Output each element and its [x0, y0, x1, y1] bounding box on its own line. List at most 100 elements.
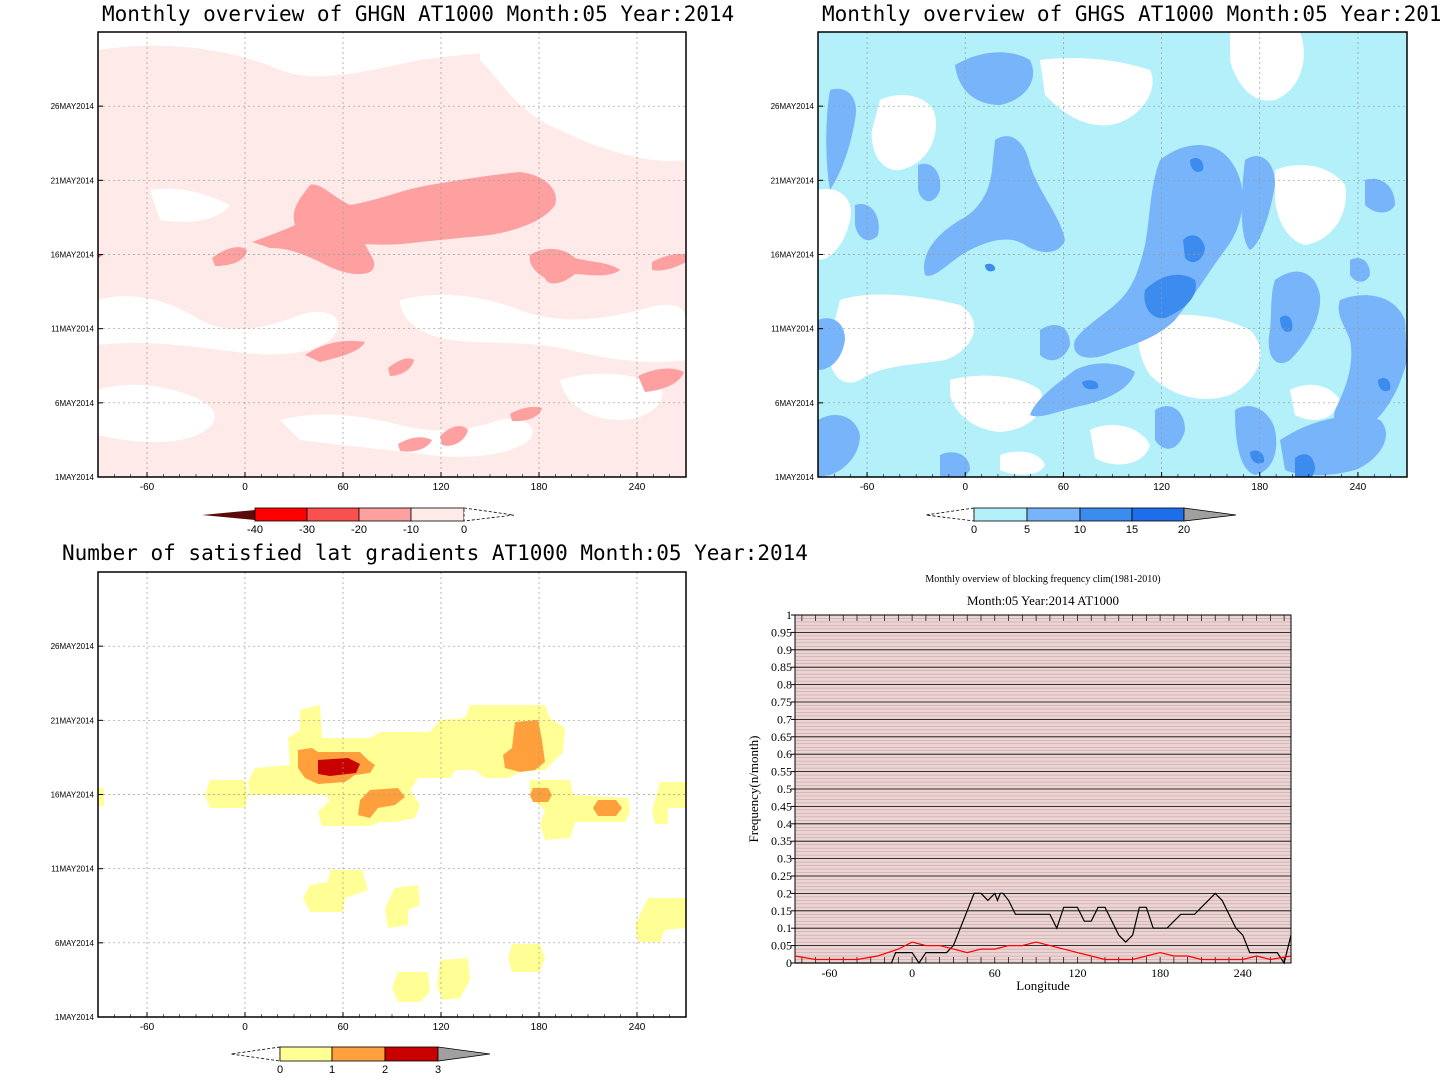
ghgn-y-tick-label: 26MAY2014	[51, 102, 95, 111]
blocking-x-tick-label: 180	[1151, 966, 1169, 980]
ghgn-contour-patch	[398, 437, 432, 452]
ghgs-white-area	[1090, 425, 1150, 465]
ghgs-white-area	[1290, 384, 1340, 420]
ghgn-y-axis: 26MAY2014 21MAY2014 16MAY2014 11MAY2014 6MAY…	[51, 102, 103, 482]
ghgs-contour-patch	[955, 52, 1034, 105]
lat-grad-region	[385, 885, 420, 928]
blocking-x-tick-label: 60	[989, 966, 1001, 980]
lat-grad-grid	[98, 572, 686, 1017]
ghgs-contour-patch	[818, 318, 845, 370]
blocking-y-tick-label: 0.4	[777, 817, 792, 831]
ghgs-white-area	[829, 294, 975, 383]
lat-y-tick-label: 26MAY2014	[51, 642, 95, 651]
blocking-grid	[795, 614, 1291, 964]
ghgs-contour-patch	[1250, 450, 1265, 464]
blocking-y-tick-label: 0.05	[771, 939, 792, 953]
lat-grad-region	[392, 972, 430, 1002]
ghgs-contour-patch	[1280, 315, 1293, 332]
ghgn-grid	[98, 32, 686, 477]
ghgn-title: Monthly overview of GHGN AT1000 Month:05…	[102, 2, 735, 26]
blocking-y-tick-label: 0.5	[777, 782, 792, 796]
lat-grad-region	[508, 944, 545, 972]
ghgn-y-tick-label: 6MAY2014	[55, 399, 95, 408]
ghgn-colorbar-label: 0	[461, 524, 467, 536]
ghgn-contour-patch	[652, 253, 686, 271]
ghgn-colorbar: -40 -30 -20 -10 0	[202, 507, 515, 536]
blocking-y-tick-label: 0.55	[771, 765, 792, 779]
lat-grad-region	[318, 758, 360, 776]
lat-grad-region	[503, 720, 545, 772]
ghgn-white-area	[98, 296, 339, 355]
blocking-y-tick-label: 0.6	[777, 747, 792, 761]
lat-grad-colorbar-label: 3	[435, 1064, 441, 1076]
ghgs-white-area	[1138, 314, 1261, 399]
lat-grad-region	[437, 958, 470, 1000]
ghgn-contour-patch	[638, 368, 684, 392]
ghgs-y-axis: 26MAY2014 21MAY2014 16MAY2014 11MAY2014 6MAY…	[771, 102, 823, 482]
blocking-x-tick-label: -60	[821, 966, 837, 980]
blocking-y-tick-label: 0.95	[771, 625, 792, 639]
blocking-y-tick-label: 0.3	[777, 852, 792, 866]
lat-grad-region	[358, 788, 405, 818]
ghgs-colorbar-swatch	[925, 507, 975, 522]
ghgs-contour-patch	[1183, 235, 1205, 263]
ghgn-colorbar-swatch	[306, 507, 360, 522]
ghgs-colorbar: 0 5 10 15 20	[925, 507, 1237, 536]
ghgn-white-area	[98, 384, 215, 443]
ghgs-contour-patch	[1155, 406, 1185, 449]
blocking-series	[794, 892, 1292, 965]
blocking-x-tick-label: 120	[1068, 966, 1086, 980]
lat-grad-colorbar-swatch	[230, 1046, 281, 1062]
lat-y-tick-label: 1MAY2014	[55, 1013, 95, 1022]
ghgs-contour-patch	[1268, 271, 1321, 364]
blocking-y-tick-label: 0.8	[777, 678, 792, 692]
ghgn-colorbar-label: -10	[403, 524, 419, 536]
ghgs-contour-patch	[940, 452, 970, 477]
ghgn-x-tick-label: 0	[242, 482, 248, 493]
blocking-y-tick-label: 0.15	[771, 904, 792, 918]
ghgs-white-area	[818, 189, 851, 260]
ghgn-colorbar-label: -40	[247, 524, 263, 536]
blocking-y-tick-label: 0.25	[771, 869, 792, 883]
blocking-x-label: Longitude	[1016, 978, 1070, 993]
lat-grad-colorbar-swatch	[384, 1046, 439, 1062]
blocking-y-label: Frequency(n/month)	[746, 736, 761, 843]
lat-grad-region	[98, 788, 104, 806]
ghgs-colorbar-label: 5	[1024, 524, 1030, 536]
ghgs-white-area	[1230, 32, 1304, 101]
ghgs-y-tick-label: 16MAY2014	[771, 251, 815, 260]
lat-x-tick-label: 60	[337, 1022, 349, 1033]
ghgs-x-axis: -60 0 60 120 180 240	[817, 472, 1408, 493]
blocking-y-tick-label: 0.35	[771, 834, 792, 848]
lat-y-tick-label: 6MAY2014	[55, 939, 95, 948]
ghgs-grid	[818, 32, 1407, 477]
lat-x-tick-label: 180	[531, 1022, 548, 1033]
ghgn-x-tick-label: 120	[433, 482, 450, 493]
ghgn-white-area	[280, 414, 533, 457]
ghgs-white-area	[950, 375, 1043, 432]
ghgn-contour-patch	[252, 172, 556, 275]
lat-grad-region	[530, 788, 552, 802]
lat-x-tick-label: 0	[242, 1022, 248, 1033]
lat-grad-region	[652, 782, 686, 824]
ghgn-heatmap	[98, 32, 686, 477]
ghgn-x-tick-label: 60	[337, 482, 349, 493]
blocking-y-tick-label: 0.9	[777, 643, 792, 657]
blocking-y-axis: 0 0.05 0.1 0.15 0.2 0.25 0.3 0.35 0.4 0.45 0.5 0.55…	[771, 608, 795, 970]
blocking-title: Monthly overview of blocking frequency c…	[925, 574, 1160, 585]
ghgn-colorbar-label: -30	[299, 524, 315, 536]
blocking-y-tick-label: 0.1	[777, 921, 792, 935]
lat-grad-colorbar-swatch	[279, 1046, 333, 1062]
ghgs-x-tick-label: 240	[1350, 482, 1367, 493]
ghgn-contour-patch	[212, 247, 247, 266]
lat-grad-region	[205, 780, 248, 808]
ghgs-white-area	[1275, 165, 1346, 245]
ghgn-white-area	[98, 32, 540, 77]
ghgn-colorbar-swatch	[202, 510, 255, 520]
ghgs-contour-patch	[985, 263, 996, 272]
ghgs-y-tick-label: 26MAY2014	[771, 102, 815, 111]
ghgn-y-tick-label: 11MAY2014	[51, 325, 94, 334]
ghgs-contour-patch	[1378, 378, 1391, 392]
lat-grad-region	[593, 800, 622, 816]
ghgs-white-area	[1000, 451, 1045, 475]
